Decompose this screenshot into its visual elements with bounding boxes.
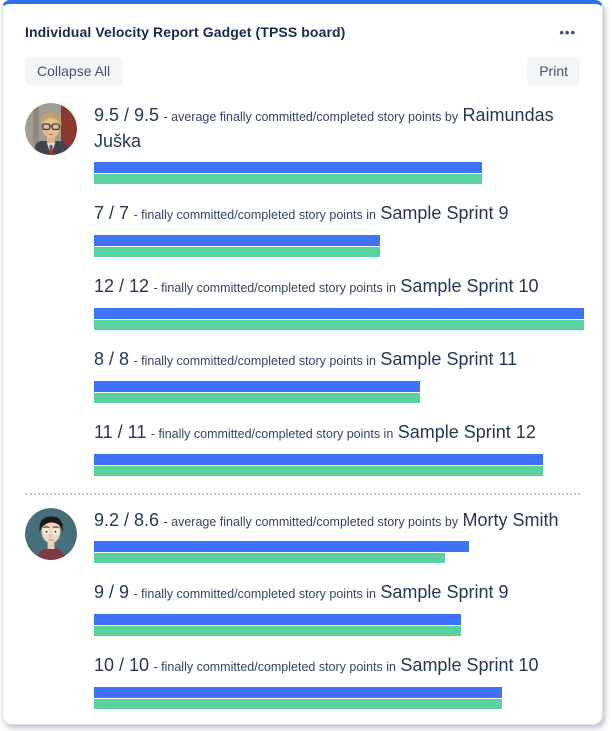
average-stat: 9.5 / 9.5 - average finally committed/co… xyxy=(94,103,580,184)
completed-bar xyxy=(94,699,502,709)
sprint-stat-row: 9 / 9 - finally committed/completed stor… xyxy=(94,580,580,636)
sprint-name: Sample Sprint 9 xyxy=(380,582,509,602)
committed-bar xyxy=(94,162,482,173)
user-section-morty: 9.2 / 8.6 - average finally committed/co… xyxy=(25,508,580,709)
average-value: 9.5 / 9.5 xyxy=(94,105,160,125)
avatar-cartoon-icon xyxy=(25,508,77,560)
print-button[interactable]: Print xyxy=(527,57,580,85)
user-name: Raimundas Juška xyxy=(94,105,554,151)
sprint-stat-text: 8 / 8 - finally committed/completed stor… xyxy=(94,347,580,373)
sprint-value: 10 / 10 xyxy=(94,655,150,675)
committed-bar xyxy=(94,687,502,698)
sprint-velocity-chart xyxy=(94,687,580,709)
sprint-stat-row: 11 / 11 - finally committed/completed st… xyxy=(94,420,580,476)
sprint-name: Sample Sprint 11 xyxy=(380,349,518,369)
user-name: Morty Smith xyxy=(462,510,559,530)
completed-bar xyxy=(94,553,445,563)
sprint-value: 11 / 11 xyxy=(94,422,147,442)
completed-bar xyxy=(94,626,461,636)
sprint-name: Sample Sprint 12 xyxy=(397,422,536,442)
average-value: 9.2 / 8.6 xyxy=(94,510,160,530)
sprint-value: 8 / 8 xyxy=(94,349,130,369)
gadget-header: Individual Velocity Report Gadget (TPSS … xyxy=(3,4,602,42)
sprint-velocity-chart xyxy=(94,381,580,403)
sprint-stat-text: 11 / 11 - finally committed/completed st… xyxy=(94,420,580,446)
sprint-description: - finally committed/completed story poin… xyxy=(133,354,376,368)
gadget-toolbar: Collapse All Print xyxy=(3,57,602,85)
gadget-title: Individual Velocity Report Gadget (TPSS … xyxy=(25,24,346,40)
average-description: - average finally committed/completed st… xyxy=(163,515,459,529)
sprint-name: Sample Sprint 9 xyxy=(380,203,509,223)
sprint-velocity-chart xyxy=(94,235,580,257)
avatar-photo-icon xyxy=(25,103,77,155)
committed-bar xyxy=(94,614,461,625)
sprint-stat-row: 7 / 7 - finally committed/completed stor… xyxy=(94,201,580,257)
sprint-value: 9 / 9 xyxy=(94,582,130,602)
sprint-value: 7 / 7 xyxy=(94,203,130,223)
committed-bar xyxy=(94,381,420,392)
committed-bar xyxy=(94,308,584,319)
sprint-description: - finally committed/completed story poin… xyxy=(150,427,394,441)
avatar-raimundas-juska xyxy=(25,103,77,155)
gadget-menu-button[interactable]: ••• xyxy=(555,24,580,42)
avatar-morty-smith xyxy=(25,508,77,560)
sprint-description: - finally committed/completed story poin… xyxy=(153,281,396,295)
sprint-velocity-chart xyxy=(94,308,584,330)
average-description: - average finally committed/completed st… xyxy=(163,110,459,124)
gadget-content: 9.5 / 9.5 - average finally committed/co… xyxy=(3,103,602,721)
sprint-stat-text: 12 / 12 - finally committed/completed st… xyxy=(94,274,580,300)
sprint-description: - finally committed/completed story poin… xyxy=(153,660,396,674)
sprint-name: Sample Sprint 10 xyxy=(400,276,539,296)
average-velocity-chart xyxy=(94,541,580,563)
committed-bar xyxy=(94,454,543,465)
committed-bar xyxy=(94,541,469,552)
average-stat-text: 9.2 / 8.6 - average finally committed/co… xyxy=(94,508,574,534)
ellipsis-icon: ••• xyxy=(559,25,576,40)
average-stat: 9.2 / 8.6 - average finally committed/co… xyxy=(94,508,580,563)
sprint-name: Sample Sprint 10 xyxy=(400,655,539,675)
sprint-velocity-chart xyxy=(94,614,580,636)
sprint-stat-text: 9 / 9 - finally committed/completed stor… xyxy=(94,580,580,606)
section-divider xyxy=(25,493,580,495)
sprint-stat-text: 7 / 7 - finally committed/completed stor… xyxy=(94,201,580,227)
sprint-stat-row: 10 / 10 - finally committed/completed st… xyxy=(94,653,580,709)
completed-bar xyxy=(94,320,584,330)
user-average-row: 9.2 / 8.6 - average finally committed/co… xyxy=(25,508,580,563)
sprint-stat-row: 12 / 12 - finally committed/completed st… xyxy=(94,274,584,330)
sprint-description: - finally committed/completed story poin… xyxy=(133,587,376,601)
sprint-value: 12 / 12 xyxy=(94,276,150,296)
sprint-stat-text: 10 / 10 - finally committed/completed st… xyxy=(94,653,580,679)
sprint-description: - finally committed/completed story poin… xyxy=(133,208,376,222)
completed-bar xyxy=(94,466,543,476)
user-average-row: 9.5 / 9.5 - average finally committed/co… xyxy=(25,103,580,184)
collapse-all-button[interactable]: Collapse All xyxy=(25,57,123,85)
average-stat-text: 9.5 / 9.5 - average finally committed/co… xyxy=(94,103,574,155)
committed-bar xyxy=(94,235,380,246)
sprint-stat-row: 8 / 8 - finally committed/completed stor… xyxy=(94,347,580,403)
velocity-gadget-card: Individual Velocity Report Gadget (TPSS … xyxy=(2,0,603,725)
user-section-raimundas: 9.5 / 9.5 - average finally committed/co… xyxy=(25,103,584,476)
completed-bar xyxy=(94,247,380,257)
completed-bar xyxy=(94,174,482,184)
completed-bar xyxy=(94,393,420,403)
sprint-velocity-chart xyxy=(94,454,580,476)
average-velocity-chart xyxy=(94,162,580,184)
